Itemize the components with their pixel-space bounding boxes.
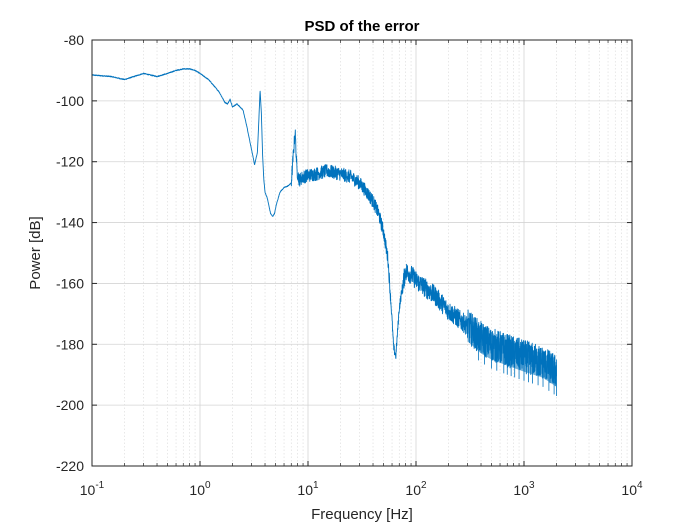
psd-noise-band [467, 316, 557, 387]
data-layer [91, 68, 557, 397]
y-tick-label: -120 [56, 154, 84, 170]
tick-labels: 10-1 100 101 102 103 104 -80 -100 -120 -140 -160 -1… [56, 32, 643, 498]
y-axis-label: Power [dB] [27, 216, 44, 289]
y-tick-label: -100 [56, 93, 84, 109]
x-tick-label: 100 [189, 480, 211, 498]
plot-area [92, 40, 632, 466]
x-tick-label: 104 [621, 480, 643, 498]
x-tick-label: 102 [405, 480, 427, 498]
y-tick-label: -80 [64, 32, 84, 48]
grid [91, 39, 633, 467]
plot-frame [91, 39, 633, 467]
x-tick-label: 10-1 [80, 480, 105, 498]
x-tick-label: 103 [513, 480, 535, 498]
x-axis-label: Frequency [Hz] [311, 506, 413, 523]
y-tick-label: -180 [56, 336, 84, 352]
chart-title: PSD of the error [304, 18, 419, 35]
y-tick-label: -140 [56, 215, 84, 231]
y-tick-label: -200 [56, 397, 84, 413]
y-tick-label: -220 [56, 458, 84, 474]
y-tick-label: -160 [56, 275, 84, 291]
tick-marks [91, 39, 633, 467]
x-tick-label: 101 [297, 480, 319, 498]
